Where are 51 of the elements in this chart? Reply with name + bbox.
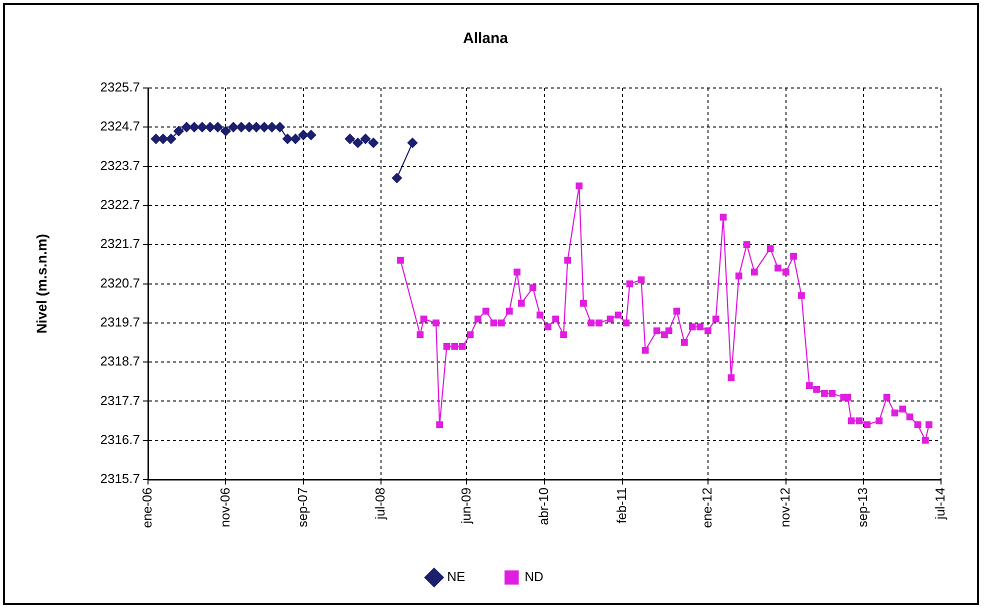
point <box>344 134 355 144</box>
x-tick-label: jul-14 <box>932 488 948 520</box>
point <box>352 138 363 148</box>
point <box>407 138 418 148</box>
point <box>306 130 316 140</box>
y-tick-label: 2322.7 <box>100 197 140 212</box>
point <box>212 122 223 132</box>
point <box>244 122 254 132</box>
y-tick-label: 2321.7 <box>100 236 140 252</box>
x-tick-label: nov-12 <box>777 488 792 528</box>
x-tick-label: sep-13 <box>855 488 870 528</box>
point <box>205 122 216 132</box>
legend-label: NE <box>447 569 466 584</box>
point <box>181 122 192 132</box>
point <box>259 122 270 132</box>
point <box>220 126 231 136</box>
point <box>236 122 246 132</box>
x-tick-label: jun-09 <box>458 488 474 525</box>
point <box>228 122 238 132</box>
x-tick-label: ene-12 <box>700 488 715 528</box>
x-tick-label: jul-08 <box>372 488 388 520</box>
point <box>368 138 379 148</box>
y-tick-label: 2317.7 <box>100 392 140 408</box>
y-tick-label: 2315.7 <box>100 471 140 486</box>
y-tick-label: 2318.7 <box>100 354 140 369</box>
point <box>392 172 402 184</box>
x-tick-label: ene-06 <box>140 488 155 528</box>
point <box>197 122 208 132</box>
x-tick-label: feb-11 <box>614 488 630 524</box>
y-axis-title: Nivel (m.s.n.m) <box>33 234 50 334</box>
y-tick-label: 2316.7 <box>100 432 140 447</box>
point <box>290 134 301 144</box>
legend-label: ND <box>524 569 544 584</box>
point <box>251 122 262 132</box>
point <box>189 122 200 132</box>
point <box>282 134 293 144</box>
y-tick-label: 2319.7 <box>100 314 140 330</box>
point <box>360 134 371 144</box>
y-tick-label: 2323.7 <box>100 158 140 173</box>
point <box>166 134 176 144</box>
y-tick-label: 2324.7 <box>100 118 140 134</box>
point <box>174 126 184 136</box>
point <box>266 122 278 132</box>
x-tick-label: nov-06 <box>217 488 232 528</box>
y-tick-label: 2325.7 <box>100 80 140 95</box>
x-tick-label: sep-07 <box>294 488 310 528</box>
point <box>274 122 285 132</box>
y-tick-label: 2320.7 <box>100 275 140 290</box>
x-tick-label: abr-10 <box>536 488 551 526</box>
chart-title: Allana <box>462 30 509 48</box>
point <box>298 130 308 140</box>
